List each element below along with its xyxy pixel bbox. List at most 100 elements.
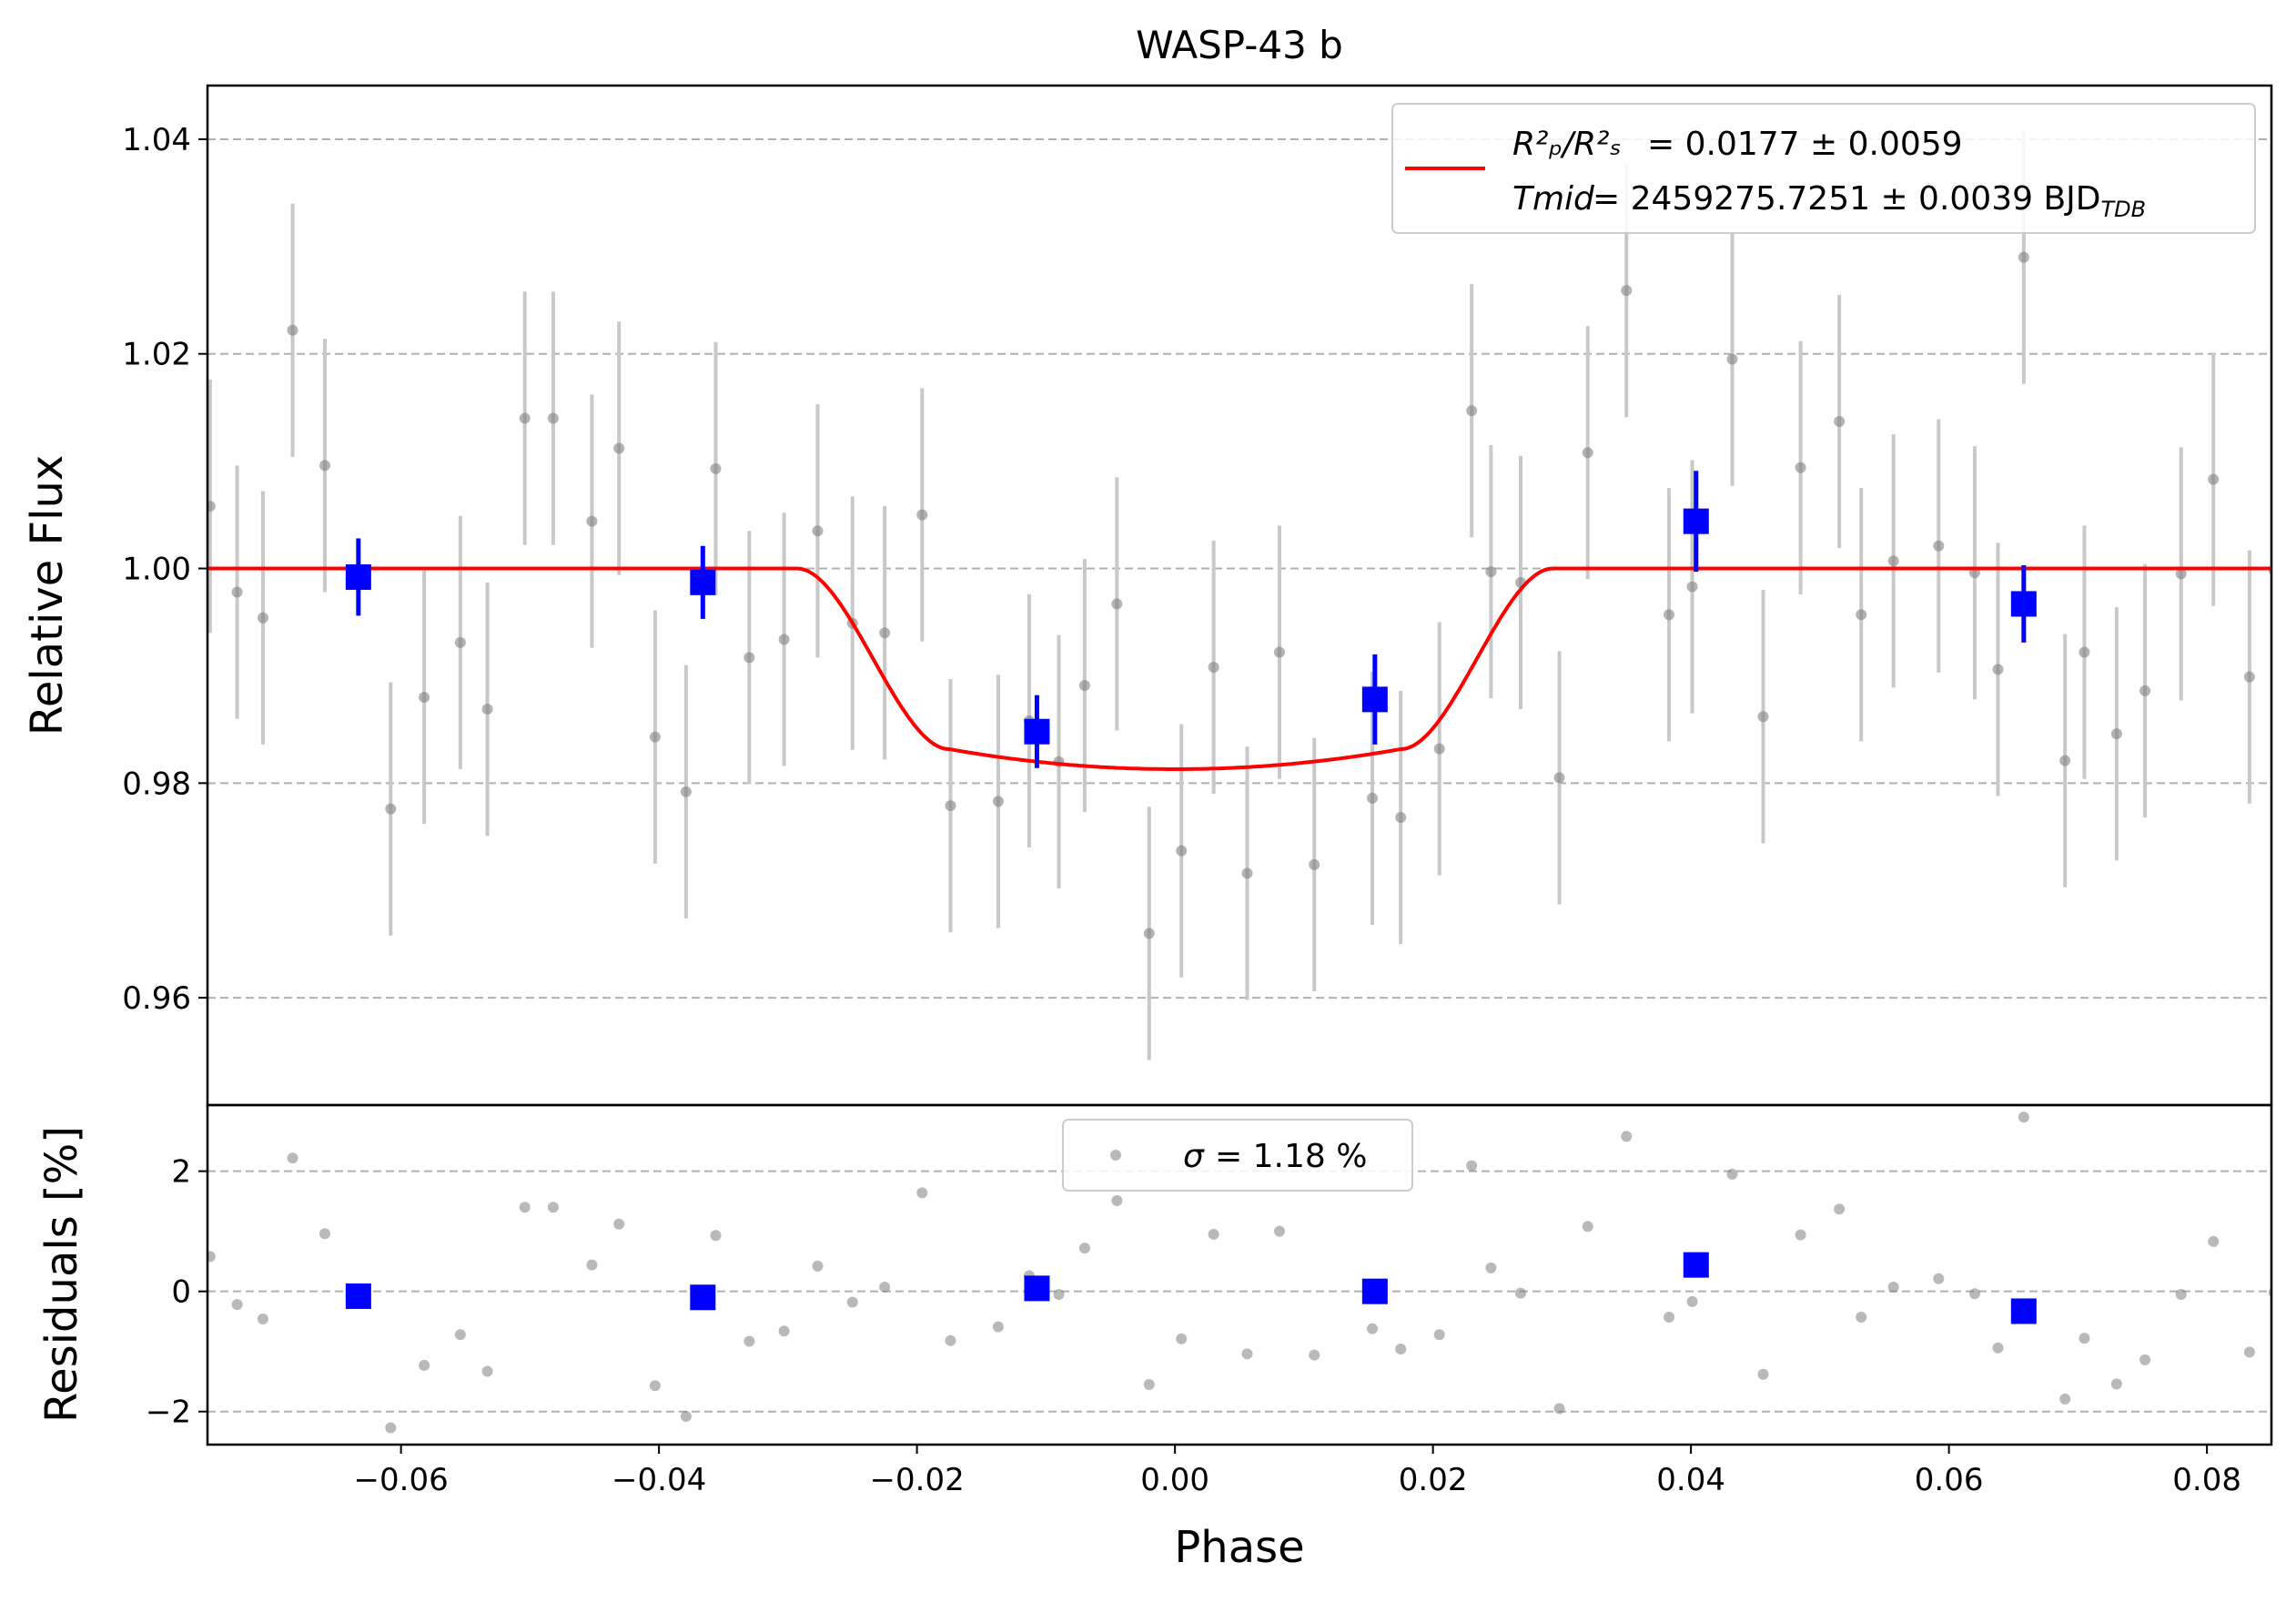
- data-point: [1834, 416, 1846, 428]
- legend-tdb-subscript: TDB: [2101, 197, 2147, 222]
- data-point: [916, 509, 928, 521]
- residual-point: [945, 1334, 956, 1346]
- data-point: [1686, 581, 1698, 593]
- residual-point: [1395, 1344, 1407, 1355]
- data-point: [1273, 646, 1285, 658]
- residual-point: [1433, 1329, 1445, 1341]
- bottom-residual-points: [207, 1111, 2271, 1434]
- data-point: [992, 796, 1004, 807]
- data-point: [613, 442, 625, 454]
- data-point: [812, 525, 824, 537]
- residual-point: [1208, 1228, 1219, 1240]
- data-point: [649, 731, 661, 743]
- residual-point: [2208, 1235, 2220, 1247]
- residual-point: [1992, 1342, 2004, 1354]
- residual-point: [1887, 1282, 1899, 1294]
- data-point: [1664, 609, 1675, 621]
- data-point: [1485, 566, 1497, 578]
- x-tick-label: 0.04: [1656, 1462, 1725, 1498]
- top-y-label: Relative Flux: [22, 455, 73, 736]
- legend-rp-rs-label: R²ₚ/R²ₛ: [1512, 126, 1622, 163]
- residual-point: [1273, 1225, 1285, 1237]
- data-point: [1176, 845, 1188, 857]
- chart-title: WASP-43 b: [1136, 23, 1343, 67]
- residual-point: [1143, 1378, 1155, 1390]
- residual-point: [319, 1228, 330, 1240]
- data-point: [1621, 285, 1633, 297]
- data-point: [1582, 447, 1593, 459]
- legend-sigma-symbol: σ: [1183, 1138, 1205, 1175]
- residual-point: [1485, 1262, 1497, 1273]
- residual-point: [778, 1325, 790, 1337]
- residual-point: [743, 1335, 755, 1347]
- binned-point: [345, 563, 371, 590]
- residual-point: [1241, 1348, 1253, 1360]
- data-point: [945, 800, 956, 812]
- residual-point: [519, 1202, 531, 1213]
- data-point: [257, 612, 268, 624]
- legend-tmid-value: = 2459275.7251 ± 0.0039 BJDTDB: [1593, 180, 2146, 222]
- top-errorbars: [207, 130, 2251, 1060]
- residual-point: [1515, 1287, 1527, 1299]
- residual-point: [1309, 1349, 1320, 1361]
- binned-residual-point: [2010, 1298, 2037, 1324]
- data-point: [1111, 598, 1123, 610]
- data-point: [680, 786, 692, 797]
- residual-point: [385, 1422, 397, 1434]
- residual-point: [1834, 1203, 1846, 1215]
- data-point: [710, 462, 722, 474]
- bottom-y-tick-label: 2: [171, 1154, 191, 1191]
- data-point: [231, 586, 243, 598]
- residual-point: [1621, 1131, 1633, 1142]
- data-point: [1395, 812, 1407, 824]
- data-point: [1309, 858, 1320, 870]
- top-binned-points: [345, 471, 2037, 768]
- residual-point: [1757, 1368, 1769, 1380]
- data-point: [287, 324, 298, 336]
- binned-residual-point: [345, 1283, 371, 1309]
- data-point: [2018, 251, 2029, 263]
- data-point: [2110, 728, 2122, 740]
- residual-point: [2079, 1333, 2090, 1344]
- top-y-tick-label: 1.04: [122, 122, 191, 158]
- residual-point: [992, 1321, 1004, 1333]
- data-point: [1757, 711, 1769, 723]
- data-point: [586, 515, 598, 527]
- data-point: [547, 412, 559, 424]
- residual-point: [2110, 1378, 2122, 1390]
- x-tick-label: 0.08: [2172, 1462, 2241, 1498]
- residual-point: [916, 1187, 928, 1199]
- top-legend-box: [1391, 103, 2256, 234]
- data-point: [743, 652, 755, 664]
- residual-point: [1078, 1243, 1090, 1254]
- residual-point: [1686, 1295, 1698, 1307]
- residual-point: [2243, 1346, 2255, 1358]
- residual-point: [231, 1299, 243, 1311]
- residual-point: [1726, 1168, 1738, 1180]
- residual-point: [287, 1152, 298, 1164]
- top-legend: R²ₚ/R²ₛ = 0.0177 ± 0.0059 Tmid = 2459275…: [1391, 103, 2256, 234]
- data-point: [1143, 928, 1155, 939]
- residual-point: [710, 1230, 722, 1242]
- residual-point: [1582, 1221, 1593, 1233]
- top-data-points: [207, 251, 2271, 939]
- data-point: [1208, 661, 1219, 673]
- binned-point: [690, 569, 716, 595]
- binned-point: [1361, 686, 1388, 713]
- x-tick-label: 0.02: [1399, 1462, 1468, 1498]
- residual-point: [1053, 1288, 1065, 1300]
- binned-point: [1683, 508, 1709, 534]
- data-point: [419, 692, 430, 703]
- top-y-tick-label: 0.98: [122, 766, 191, 802]
- residual-point: [1367, 1323, 1379, 1334]
- bottom-legend-box: [1062, 1119, 1413, 1192]
- residual-point: [1795, 1229, 1806, 1241]
- residual-point: [613, 1218, 625, 1230]
- data-point: [778, 634, 790, 645]
- x-tick-label: 0.00: [1140, 1462, 1209, 1498]
- bottom-gridlines: [207, 1170, 2271, 1413]
- data-point: [1367, 792, 1379, 804]
- x-tick-label: −0.02: [870, 1462, 965, 1498]
- residual-point: [2018, 1111, 2029, 1123]
